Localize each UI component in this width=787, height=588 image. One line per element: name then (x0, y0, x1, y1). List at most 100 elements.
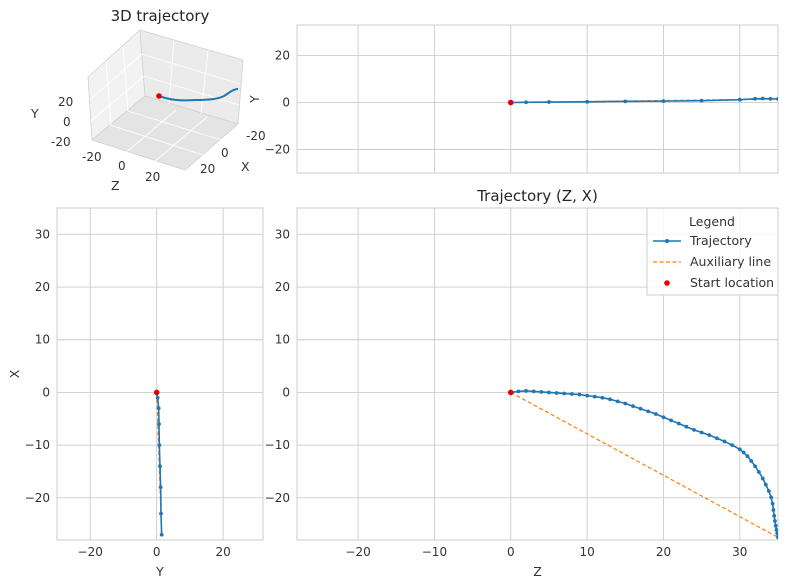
y-tick-label: 20 (275, 49, 290, 63)
trajectory-point (585, 393, 590, 398)
trajectory-point (631, 404, 635, 409)
y-tick-3d: 20 (58, 95, 73, 109)
trajectory-point (753, 96, 757, 101)
trajectory-point (159, 511, 163, 516)
trajectory-point (692, 427, 696, 432)
plot-title: Trajectory (Z, X) (476, 187, 598, 205)
plot-area (507, 96, 778, 106)
plot-3d-title: 3D trajectory (111, 7, 210, 25)
x-tick-label: 20 (656, 545, 671, 559)
plot-3d-start-marker (156, 93, 162, 99)
trajectory-point (157, 422, 161, 426)
trajectory-point (737, 447, 742, 452)
trajectory-point (770, 501, 775, 506)
trajectory-point (699, 98, 704, 103)
y-tick-label: 20 (35, 280, 50, 294)
trajectory-point (669, 418, 674, 423)
legend-label-trajectory: Trajectory (689, 233, 752, 248)
legend-start-marker (664, 280, 670, 286)
z-tick-3d: 20 (145, 170, 160, 184)
trajectory-point (760, 96, 765, 101)
x-tick-label: −20 (345, 545, 370, 559)
start-location-marker (153, 389, 160, 396)
trajectory-point (768, 96, 773, 101)
trajectory-point (585, 99, 590, 104)
trajectory-point (608, 397, 612, 402)
trajectory-point (646, 409, 651, 414)
y-tick-label: −20 (25, 491, 50, 505)
start-location-marker (507, 99, 514, 106)
trajectory-point (676, 421, 681, 426)
trajectory-point (722, 439, 727, 444)
plot-zy: −20 0 20 Y (247, 24, 779, 174)
trajectory-point (539, 390, 544, 394)
pane-floor (91, 95, 239, 171)
trajectory-point (707, 433, 712, 438)
y-tick-label: −10 (265, 438, 290, 452)
x-axis-label: Y (155, 564, 164, 579)
trajectory-point (715, 436, 719, 441)
trajectory-line (510, 390, 778, 538)
y-tick-3d: -20 (51, 135, 71, 149)
plot-area (153, 389, 164, 537)
trajectory-point (623, 401, 628, 406)
y-tick-label: 0 (282, 385, 290, 399)
y-tick-label: 0 (42, 385, 50, 399)
trajectory-point (773, 519, 777, 523)
y-tick-label: 30 (275, 227, 290, 241)
plot-3d-trajectory (158, 88, 239, 102)
y-tick-label: −20 (265, 143, 290, 157)
y-tick-label: 30 (35, 227, 50, 241)
trajectory-point (760, 476, 765, 481)
x-tick-label: 20 (215, 545, 230, 559)
trajectory-point (653, 412, 658, 416)
start-location-marker (507, 389, 514, 396)
plot-frame (296, 207, 779, 541)
legend-box (646, 207, 779, 296)
trajectory-point (661, 99, 666, 104)
trajectory-point (769, 495, 774, 500)
trajectory-point (577, 392, 582, 397)
y-axis-label: X (7, 369, 22, 378)
trajectory-point (775, 531, 778, 536)
x-tick-3d: -20 (246, 129, 266, 143)
x-tick-label: −10 (422, 545, 447, 559)
trajectory-point (569, 392, 574, 396)
y-tick-label: −10 (25, 438, 50, 452)
auxiliary-line (510, 391, 778, 538)
x-axis-label-3d: X (241, 159, 250, 174)
y-axis-label-3d: Y (30, 106, 39, 121)
trajectory-point (554, 391, 559, 395)
plot-area (507, 388, 778, 540)
trajectory-point (638, 406, 643, 411)
trajectory-point (774, 528, 778, 532)
trajectory-point (615, 399, 620, 404)
trajectory-point (699, 430, 704, 435)
trajectory-point (547, 390, 551, 395)
plot-frame (56, 207, 264, 541)
y-tick-label: 10 (35, 333, 50, 347)
trajectory-point (737, 97, 742, 102)
trajectory-point (773, 523, 778, 528)
plot-frame (296, 24, 779, 174)
trajectory-point (772, 513, 777, 518)
trajectory-point (159, 532, 164, 537)
x-axis-label: Z (533, 564, 542, 579)
trajectory-point (157, 443, 162, 448)
y-tick-label: 10 (275, 333, 290, 347)
y-tick-3d: 0 (63, 115, 71, 129)
trajectory-point (623, 99, 628, 104)
pane-grid (89, 39, 241, 163)
legend-title: Legend (689, 214, 735, 229)
x-tick-label: 10 (579, 545, 594, 559)
trajectory-point (763, 482, 768, 487)
trajectory-point (776, 97, 778, 101)
trajectory-point (730, 443, 735, 448)
trajectory-point (155, 395, 160, 400)
x-tick-label: −20 (78, 545, 103, 559)
trajectory-point (592, 394, 597, 399)
x-tick-label: 0 (153, 545, 161, 559)
legend-trajectory-marker (665, 239, 669, 243)
trajectory-point (524, 100, 528, 105)
